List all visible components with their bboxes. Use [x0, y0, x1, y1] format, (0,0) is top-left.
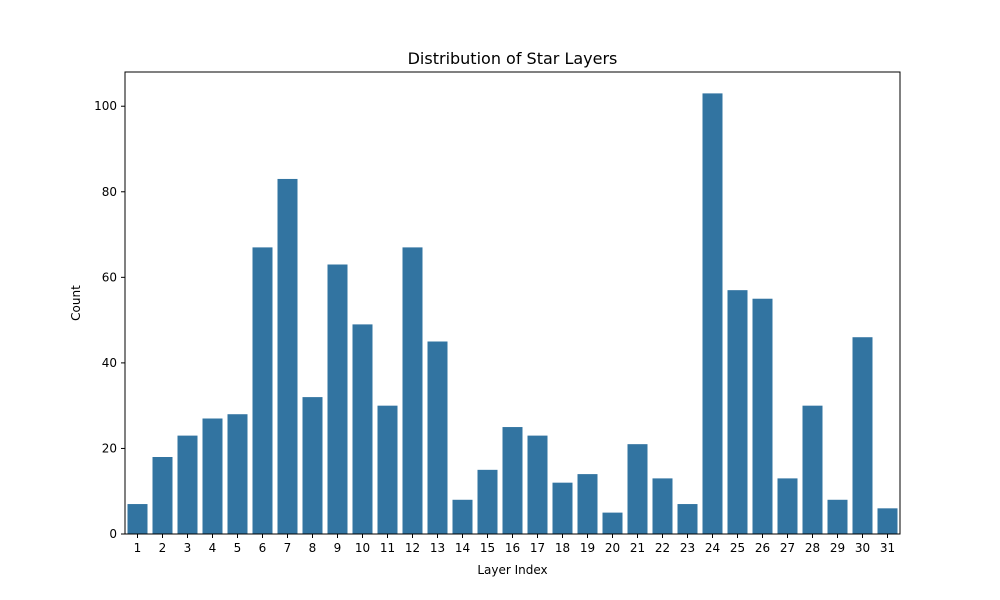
- bars-group: [127, 93, 898, 534]
- bar-31: [877, 508, 898, 534]
- y-tick-label: 0: [109, 527, 117, 541]
- y-tick-label: 60: [102, 270, 117, 284]
- bar-1: [127, 504, 148, 534]
- x-tick-label: 13: [430, 541, 445, 555]
- x-tick-label: 28: [805, 541, 820, 555]
- x-tick-label: 2: [159, 541, 167, 555]
- bar-4: [202, 418, 223, 534]
- x-tick-label: 4: [209, 541, 217, 555]
- x-tick-label: 14: [455, 541, 470, 555]
- bar-2: [152, 457, 173, 534]
- x-tick-label: 1: [134, 541, 142, 555]
- y-axis: 0 20 40 60 80 100: [94, 99, 125, 541]
- x-tick-label: 9: [334, 541, 342, 555]
- x-tick-label: 22: [655, 541, 670, 555]
- y-tick-label: 20: [102, 441, 117, 455]
- x-tick-label: 11: [380, 541, 395, 555]
- bar-9: [327, 264, 348, 534]
- x-tick-label: 16: [505, 541, 520, 555]
- bar-24: [702, 93, 723, 534]
- bar-16: [502, 427, 523, 534]
- bar-15: [477, 469, 498, 534]
- x-tick-label: 6: [259, 541, 267, 555]
- bar-13: [427, 341, 448, 534]
- chart-title: Distribution of Star Layers: [408, 49, 618, 68]
- x-tick-label: 23: [680, 541, 695, 555]
- bar-20: [602, 512, 623, 534]
- bar-19: [577, 474, 598, 534]
- x-tick-label: 7: [284, 541, 292, 555]
- x-tick-label: 29: [830, 541, 845, 555]
- x-tick-label: 21: [630, 541, 645, 555]
- x-tick-label: 27: [780, 541, 795, 555]
- y-axis-label: Count: [69, 285, 83, 321]
- x-tick-label: 5: [234, 541, 242, 555]
- plot-frame: [124, 71, 901, 535]
- bar-11: [377, 405, 398, 534]
- bar-26: [752, 298, 773, 534]
- x-tick-label: 10: [355, 541, 370, 555]
- bar-23: [677, 504, 698, 534]
- bar-8: [302, 397, 323, 534]
- x-tick-label: 19: [580, 541, 595, 555]
- bar-7: [277, 178, 298, 534]
- x-axis-label: Layer Index: [477, 563, 547, 577]
- y-tick-label: 40: [102, 356, 117, 370]
- bar-14: [452, 499, 473, 534]
- bar-27: [777, 478, 798, 534]
- x-tick-label: 8: [309, 541, 317, 555]
- bar-28: [802, 405, 823, 534]
- bar-25: [727, 290, 748, 534]
- x-tick-label: 26: [755, 541, 770, 555]
- x-tick-label: 17: [530, 541, 545, 555]
- x-tick-label: 30: [855, 541, 870, 555]
- y-tick-label: 100: [94, 99, 117, 113]
- x-tick-label: 15: [480, 541, 495, 555]
- y-tick-label: 80: [102, 185, 117, 199]
- x-tick-label: 31: [880, 541, 895, 555]
- bar-5: [227, 414, 248, 534]
- x-axis: 1 2 3 4 5 6 7 8 9 10 11 12 13 14 15 16 17 18 19 20 21 22 23 24 2…: [134, 534, 895, 555]
- bar-3: [177, 435, 198, 534]
- bar-21: [627, 444, 648, 534]
- x-tick-label: 18: [555, 541, 570, 555]
- bar-29: [827, 499, 848, 534]
- x-tick-label: 25: [730, 541, 745, 555]
- x-tick-label: 24: [705, 541, 720, 555]
- bar-30: [852, 337, 873, 534]
- bar-10: [352, 324, 373, 534]
- x-tick-label: 12: [405, 541, 420, 555]
- bar-6: [252, 247, 273, 534]
- bar-12: [402, 247, 423, 534]
- bar-22: [652, 478, 673, 534]
- x-tick-label: 3: [184, 541, 192, 555]
- bar-17: [527, 435, 548, 534]
- bar-18: [552, 482, 573, 534]
- x-tick-label: 20: [605, 541, 620, 555]
